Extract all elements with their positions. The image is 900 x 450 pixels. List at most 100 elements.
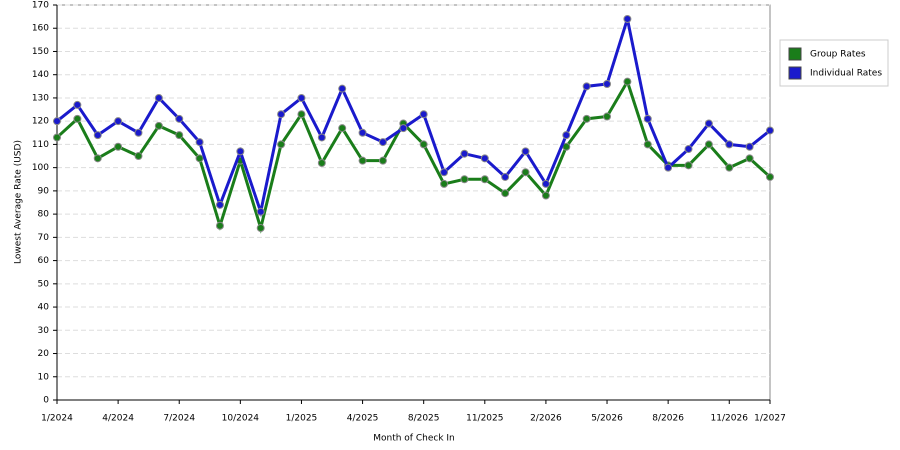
point xyxy=(643,114,652,123)
legend-label: Group Rates xyxy=(810,50,866,60)
point xyxy=(725,163,734,172)
plot-area xyxy=(56,4,771,401)
point xyxy=(114,142,123,151)
point xyxy=(623,77,632,86)
y-tick-label: 150 xyxy=(32,47,49,57)
point xyxy=(684,161,693,170)
point xyxy=(460,175,469,184)
point xyxy=(643,140,652,149)
point xyxy=(297,93,306,102)
y-tick-label: 160 xyxy=(32,24,49,34)
x-tick-label: 1/2025 xyxy=(286,414,318,424)
point xyxy=(93,131,102,140)
x-tick-label: 1/2027 xyxy=(754,414,786,424)
point xyxy=(745,154,754,163)
y-tick-label: 70 xyxy=(38,233,50,243)
point xyxy=(256,207,265,216)
point xyxy=(480,154,489,163)
point xyxy=(480,175,489,184)
y-tick-label: 20 xyxy=(38,349,50,359)
x-tick-label: 4/2024 xyxy=(102,414,134,424)
x-tick-label: 5/2026 xyxy=(591,414,623,424)
point xyxy=(134,152,143,161)
point xyxy=(562,131,571,140)
y-axis-label: Lowest Average Rate (USD) xyxy=(14,140,24,264)
point xyxy=(277,140,286,149)
point xyxy=(603,80,612,88)
y-tick-label: 110 xyxy=(32,140,49,150)
y-tick-label: 90 xyxy=(38,186,50,196)
point xyxy=(664,163,673,172)
x-tick-label: 8/2025 xyxy=(408,414,440,424)
point xyxy=(338,124,347,133)
x-tick-label: 10/2024 xyxy=(222,414,260,424)
point xyxy=(378,138,387,147)
point xyxy=(541,179,550,188)
x-tick-label: 1/2024 xyxy=(41,414,73,424)
y-tick-label: 130 xyxy=(32,93,49,103)
point xyxy=(766,172,774,181)
point xyxy=(399,124,408,133)
point xyxy=(704,119,713,128)
legend-label: Individual Rates xyxy=(810,69,882,79)
point xyxy=(460,149,469,158)
point xyxy=(134,128,143,137)
x-tick-label: 8/2026 xyxy=(652,414,684,424)
point xyxy=(501,172,510,181)
point xyxy=(440,168,449,177)
point xyxy=(53,117,61,126)
point xyxy=(582,82,591,91)
point xyxy=(236,147,245,156)
point xyxy=(215,200,224,209)
point xyxy=(215,221,224,230)
point xyxy=(766,126,774,135)
point xyxy=(195,154,204,163)
x-tick-label: 7/2024 xyxy=(163,414,195,424)
point xyxy=(195,138,204,147)
point xyxy=(521,147,530,156)
point xyxy=(297,110,306,119)
y-tick-label: 60 xyxy=(38,256,50,266)
point xyxy=(582,114,591,123)
x-tick-label: 2/2026 xyxy=(530,414,562,424)
point xyxy=(73,100,82,109)
x-axis-label: Month of Check In xyxy=(373,434,455,444)
point xyxy=(175,131,184,140)
point xyxy=(277,110,286,119)
point xyxy=(745,142,754,151)
point xyxy=(53,133,61,142)
x-tick-label: 4/2025 xyxy=(347,414,379,424)
y-tick-label: 120 xyxy=(32,117,49,127)
point xyxy=(378,156,387,165)
y-tick-label: 170 xyxy=(32,1,49,11)
point xyxy=(154,93,163,102)
y-tick-label: 40 xyxy=(38,303,50,313)
point xyxy=(114,117,123,126)
legend-swatch xyxy=(788,47,802,61)
point xyxy=(358,128,367,137)
point xyxy=(93,154,102,163)
x-tick-label: 11/2026 xyxy=(711,414,749,424)
point xyxy=(684,145,693,154)
y-tick-label: 0 xyxy=(43,396,49,406)
point xyxy=(440,179,449,188)
y-tick-label: 100 xyxy=(32,163,49,173)
point xyxy=(521,168,530,177)
x-tick-label: 11/2025 xyxy=(466,414,503,424)
point xyxy=(358,156,367,165)
y-tick-label: 80 xyxy=(38,210,50,220)
point xyxy=(725,140,734,149)
y-tick-label: 140 xyxy=(32,70,49,80)
point xyxy=(317,159,326,167)
point xyxy=(623,14,632,23)
y-tick-label: 50 xyxy=(38,279,50,289)
point xyxy=(541,191,550,200)
point xyxy=(419,140,428,149)
point xyxy=(256,224,265,233)
legend-swatch xyxy=(788,66,802,80)
y-tick-label: 30 xyxy=(38,326,50,336)
point xyxy=(704,140,713,149)
point xyxy=(501,189,510,198)
y-tick-label: 10 xyxy=(38,372,50,382)
